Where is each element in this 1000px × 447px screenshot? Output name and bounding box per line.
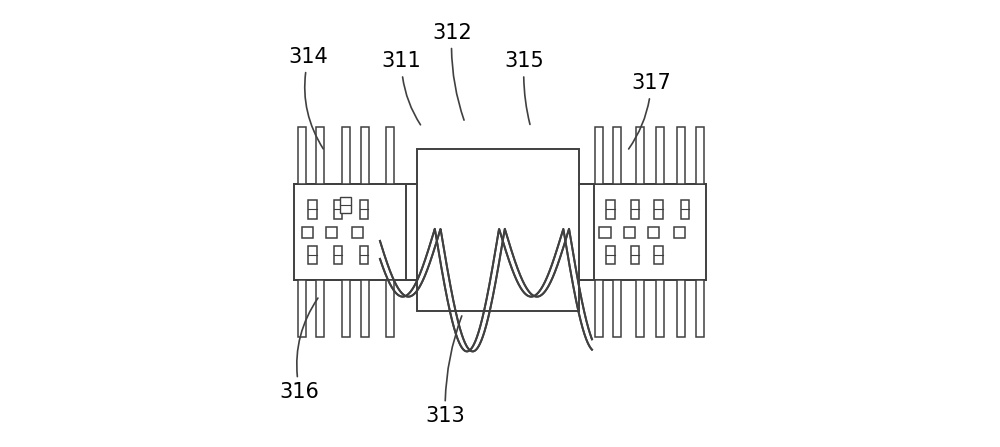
- Text: 316: 316: [280, 298, 320, 402]
- Bar: [654, 246, 663, 264]
- Bar: [334, 246, 342, 264]
- Bar: [624, 227, 635, 238]
- Bar: [298, 127, 306, 184]
- Bar: [696, 127, 704, 184]
- Bar: [648, 227, 659, 238]
- Bar: [636, 127, 644, 184]
- Bar: [677, 280, 685, 337]
- Bar: [342, 280, 350, 337]
- Text: 313: 313: [425, 316, 465, 426]
- Bar: [417, 149, 579, 311]
- Bar: [636, 280, 644, 337]
- Bar: [294, 184, 406, 280]
- Bar: [656, 127, 664, 184]
- Bar: [677, 127, 685, 184]
- Bar: [613, 280, 621, 337]
- Bar: [594, 184, 706, 280]
- Bar: [342, 127, 350, 184]
- Bar: [298, 280, 306, 337]
- Bar: [613, 127, 621, 184]
- Bar: [386, 280, 394, 337]
- Bar: [360, 200, 368, 219]
- Bar: [360, 246, 368, 264]
- Text: 314: 314: [289, 47, 328, 149]
- Bar: [361, 127, 369, 184]
- Bar: [606, 246, 615, 264]
- Bar: [681, 200, 689, 219]
- Bar: [316, 127, 324, 184]
- Bar: [606, 200, 615, 219]
- Bar: [654, 200, 663, 219]
- Bar: [386, 127, 394, 184]
- Bar: [595, 280, 603, 337]
- Text: 315: 315: [504, 51, 544, 124]
- Bar: [361, 280, 369, 337]
- Bar: [308, 246, 317, 264]
- Bar: [352, 227, 363, 238]
- Bar: [599, 227, 611, 238]
- Bar: [326, 227, 337, 238]
- Text: 311: 311: [382, 51, 421, 125]
- Bar: [316, 280, 324, 337]
- Bar: [595, 127, 603, 184]
- Bar: [674, 227, 685, 238]
- Bar: [340, 197, 351, 213]
- Bar: [334, 200, 342, 219]
- Bar: [308, 200, 317, 219]
- Bar: [302, 227, 313, 238]
- Text: 312: 312: [432, 23, 472, 120]
- Bar: [631, 246, 639, 264]
- Bar: [631, 200, 639, 219]
- Bar: [696, 280, 704, 337]
- Bar: [656, 280, 664, 337]
- Text: 317: 317: [629, 73, 671, 149]
